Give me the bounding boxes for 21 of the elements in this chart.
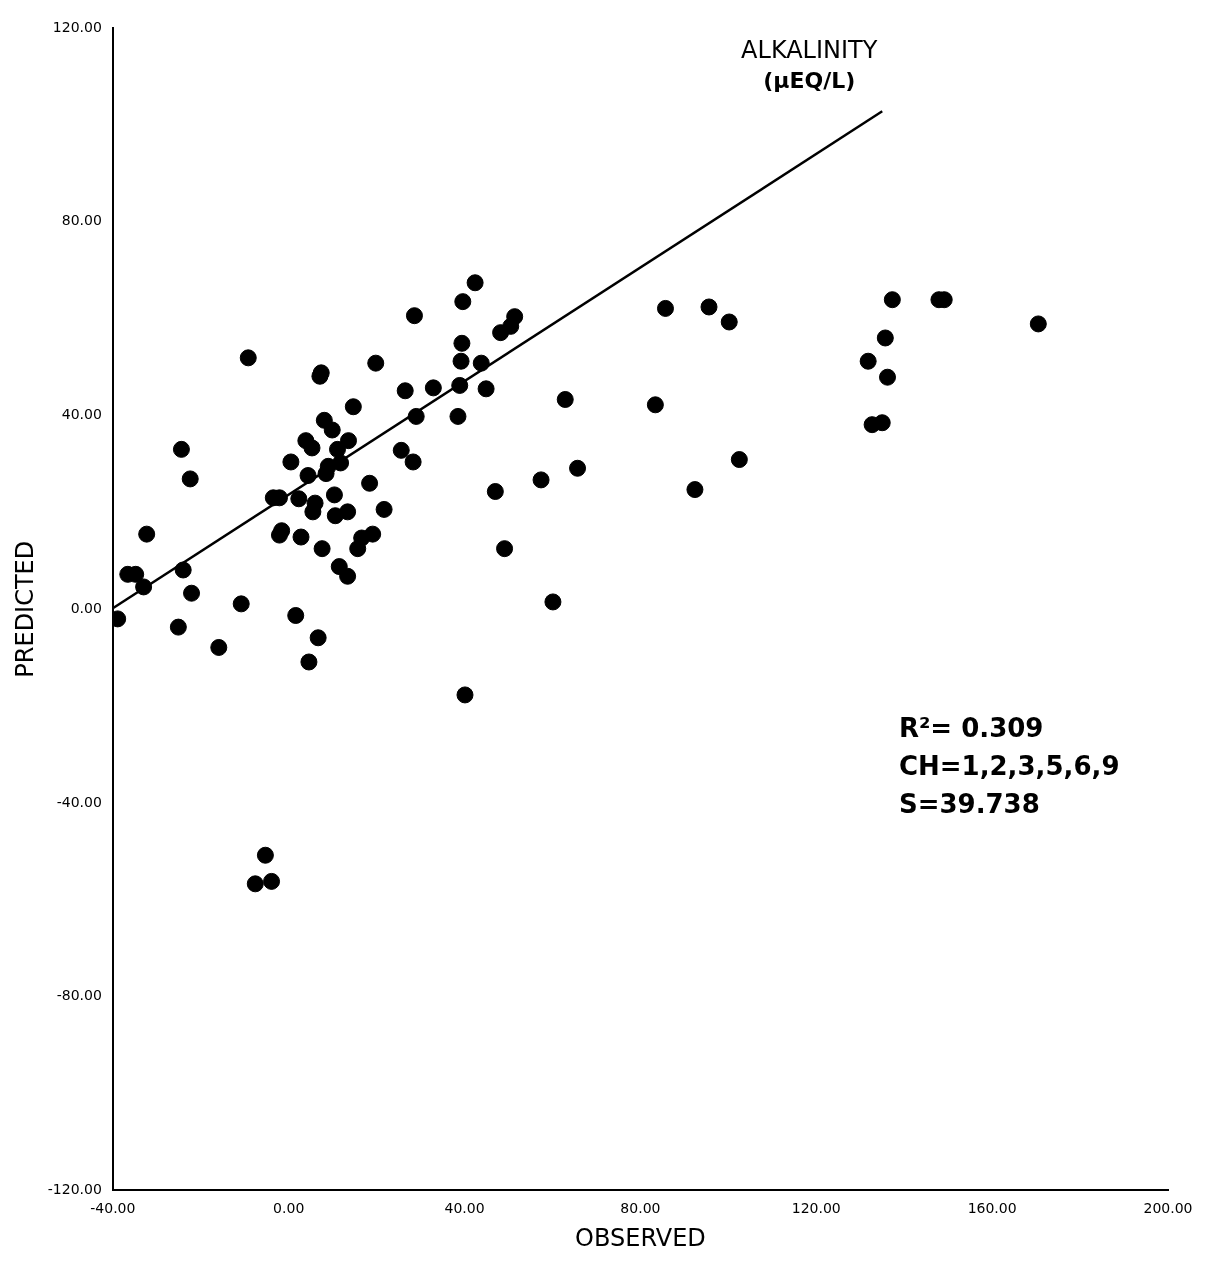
y-tick-label: 120.00: [52, 18, 102, 35]
x-tick-label: 160.00: [967, 1200, 1017, 1217]
x-tick-label: -40.00: [90, 1200, 136, 1217]
y-axis-title: PREDICTED: [10, 540, 39, 678]
chart-title: ALKALINITY: [741, 36, 878, 64]
annotation: S=39.738: [898, 789, 1040, 820]
y-tick-label: 40.00: [61, 406, 102, 423]
y-tick-label: -80.00: [56, 987, 102, 1004]
annotation: R²= 0.309: [898, 713, 1044, 744]
x-tick-label: 40.00: [444, 1200, 485, 1217]
x-tick-label: 0.00: [273, 1200, 305, 1217]
y-tick-label: -120.00: [47, 1181, 102, 1198]
x-tick-label: 120.00: [791, 1200, 841, 1217]
x-axis-title: OBSERVED: [575, 1223, 706, 1252]
y-tick-label: -40.00: [56, 793, 102, 810]
y-tick-label: 0.00: [70, 599, 102, 616]
x-tick-label: 200.00: [1143, 1200, 1193, 1217]
annotation: CH=1,2,3,5,6,9: [898, 751, 1120, 782]
x-tick-label: 80.00: [620, 1200, 661, 1217]
text: (µEQ/L): [763, 68, 856, 93]
y-tick-label: 80.00: [61, 212, 102, 229]
